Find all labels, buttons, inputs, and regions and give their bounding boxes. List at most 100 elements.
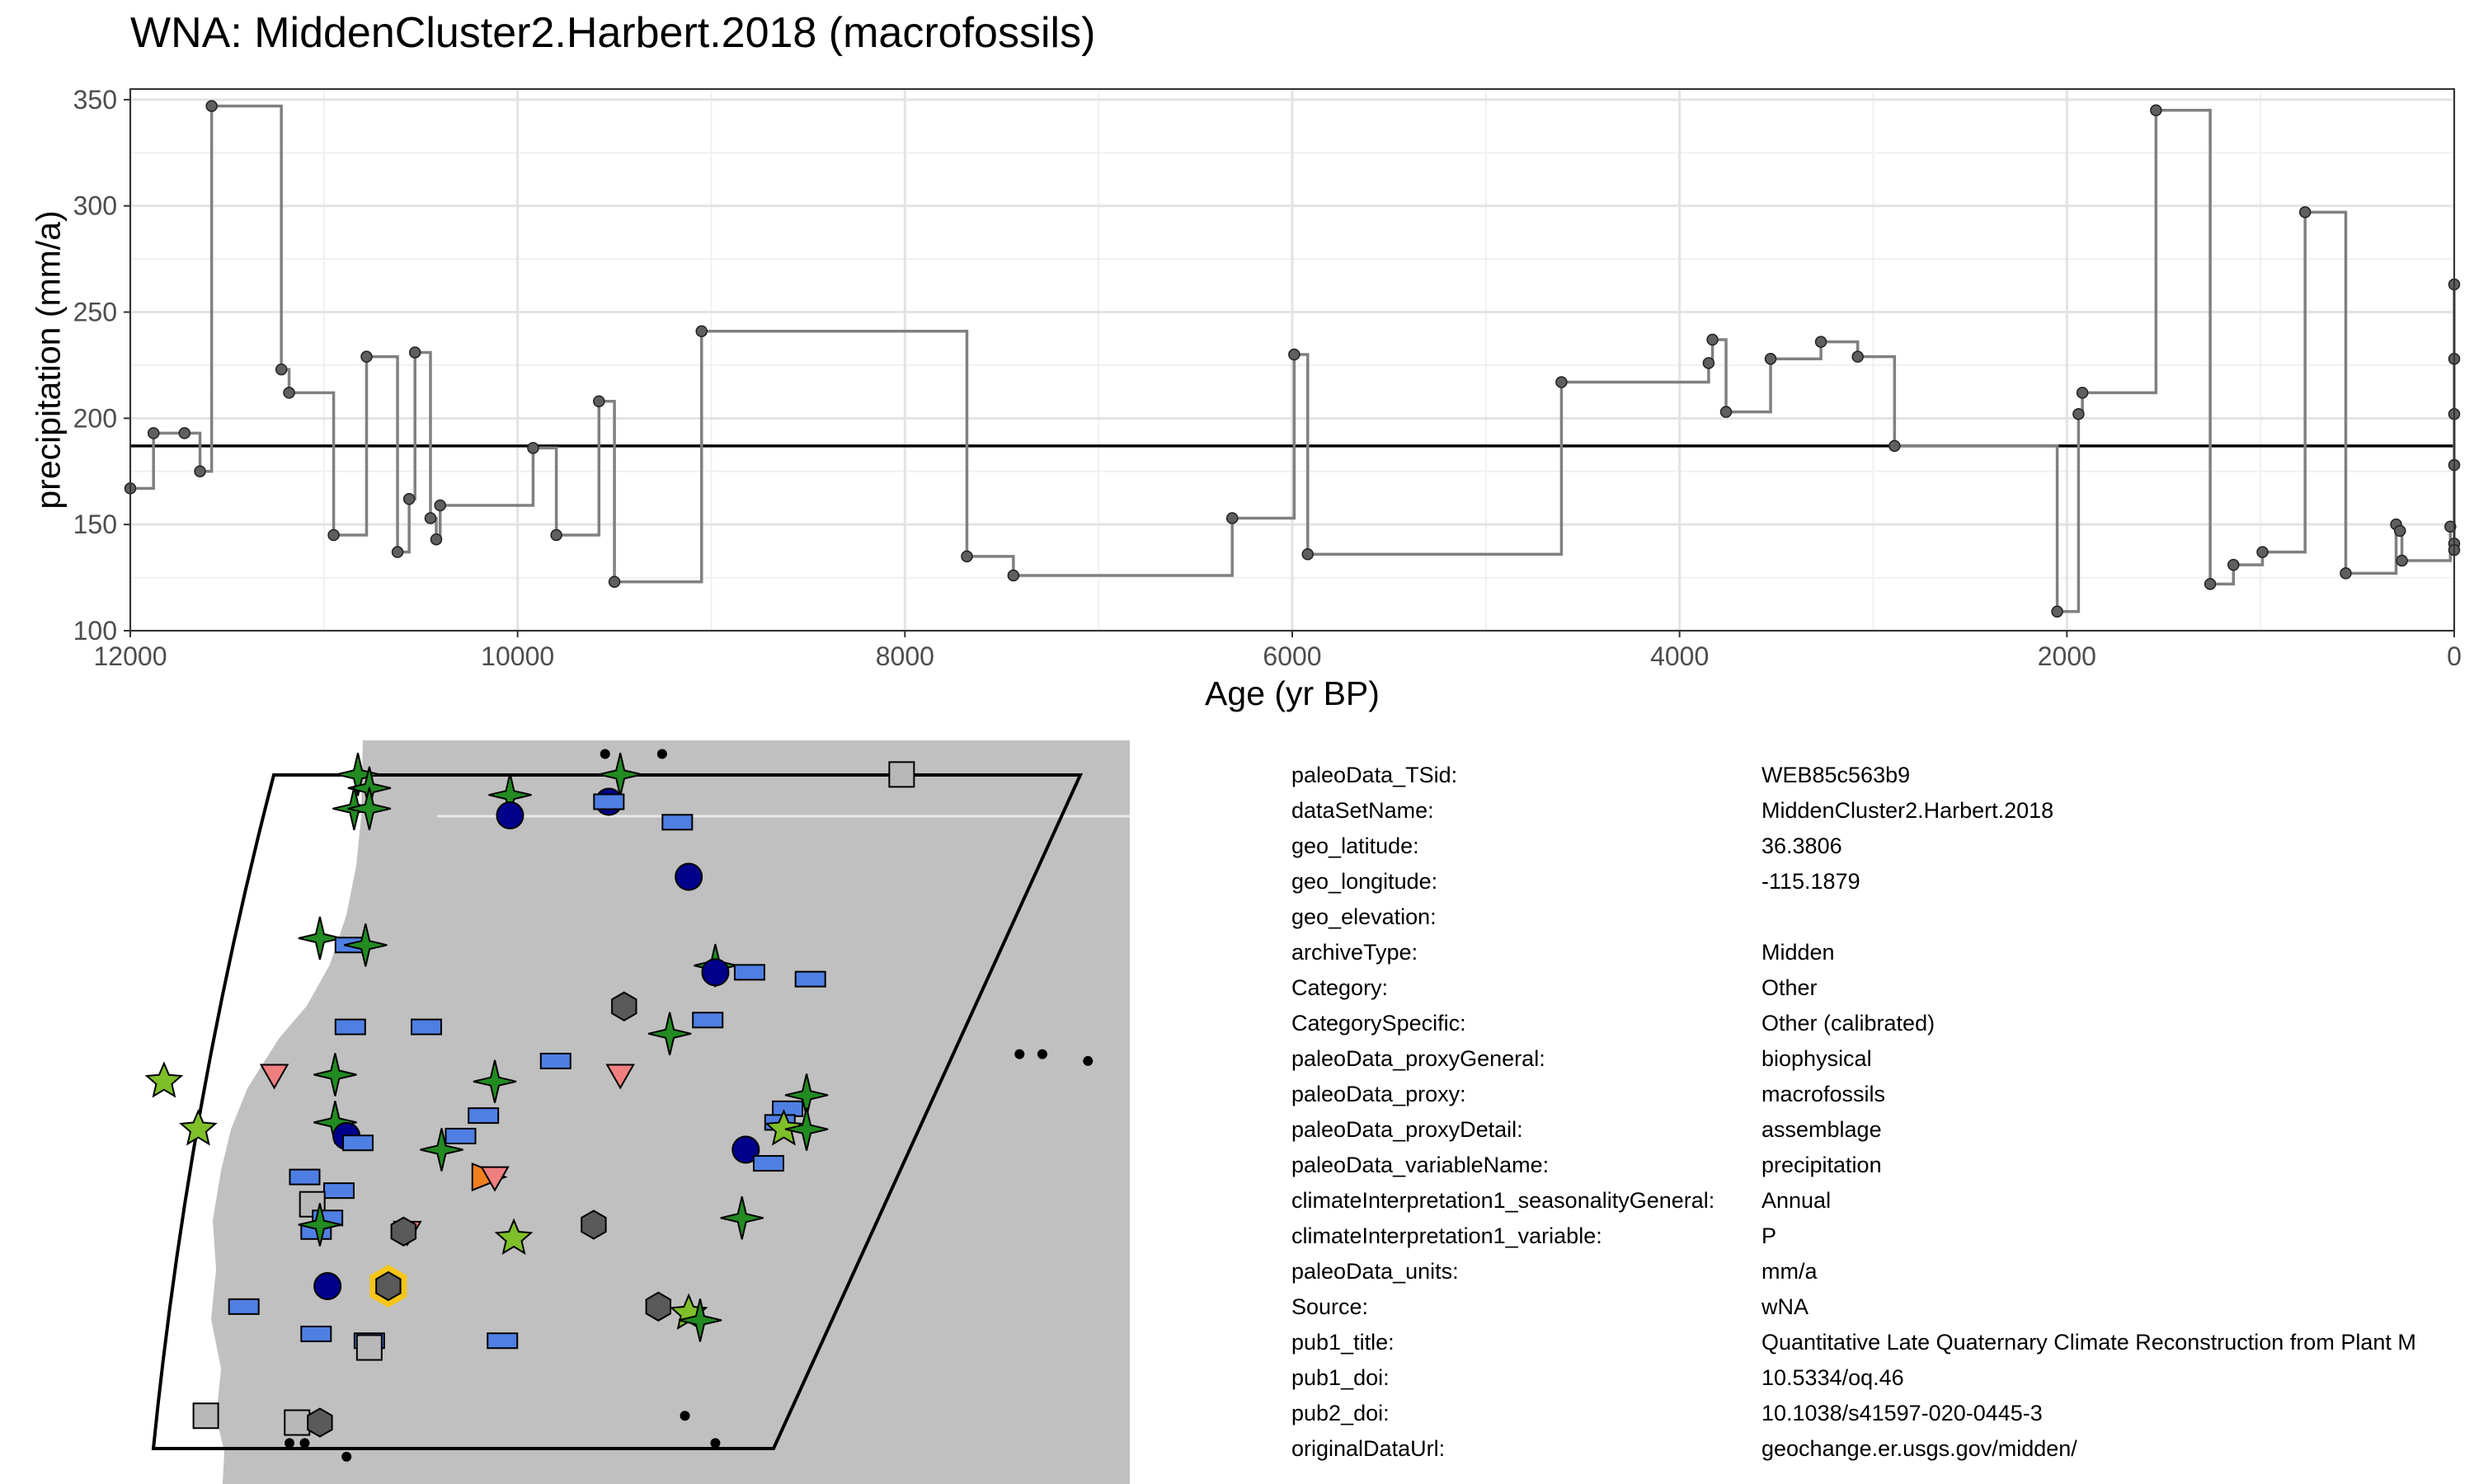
data-point: [430, 533, 443, 546]
metadata-key: CategorySpecific:: [1291, 1011, 1466, 1036]
metadata-value: wNA: [1761, 1294, 1809, 1319]
rect-marker: [661, 814, 694, 831]
y-axis-ticks: 100 150 200 250 300 350: [73, 85, 130, 646]
metadata-row: dataSetName: MiddenCluster2.Harbert.2018: [1291, 797, 2474, 833]
rect-marker: [342, 1134, 374, 1152]
metadata-key: geo_elevation:: [1291, 904, 1437, 929]
rect-marker: [289, 1168, 321, 1186]
y-tick-label: 100: [73, 616, 117, 646]
data-point: [408, 346, 421, 359]
metadata-key: climateInterpretation1_variable:: [1291, 1223, 1602, 1248]
metadata-row: pub2_doi: 10.1038/s41597-020-0445-3: [1291, 1400, 2474, 1435]
data-point: [961, 550, 973, 563]
x-tick-label: 6000: [1263, 641, 1321, 671]
star4-marker: [678, 1298, 722, 1342]
metadata-row: CategorySpecific: Other (calibrated): [1291, 1010, 2474, 1045]
y-axis-title: precipitation (mm/a): [29, 210, 67, 509]
star4-marker: [347, 787, 392, 831]
hex-marker: [581, 1209, 607, 1240]
metadata-key: paleoData_proxy:: [1291, 1082, 1466, 1106]
timeseries-chart: 12000 10000 8000 6000 4000 2000 0 100 150 200 250…: [29, 85, 2462, 712]
metadata-value: WEB85c563b9: [1761, 763, 1911, 787]
data-point: [1851, 350, 1864, 363]
rect-marker: [772, 1100, 804, 1117]
data-point: [2396, 554, 2408, 567]
region-outline: [151, 773, 1084, 1450]
data-point: [1225, 512, 1239, 524]
hex-marker: [307, 1407, 333, 1438]
site-dot: [285, 1438, 295, 1449]
data-point: [1764, 352, 1777, 365]
metadata-value: Other: [1761, 975, 1818, 1000]
metadata-panel: paleoData_TSid: WEB85c563b9 dataSetName: Mi…: [1291, 762, 2474, 1479]
rect-marker: [593, 793, 625, 810]
star4-marker: [298, 916, 342, 960]
metadata-value: P: [1761, 1223, 1777, 1248]
y-tick-label: 150: [73, 510, 117, 539]
series-line: [130, 104, 2456, 613]
metadata-value: precipitation: [1761, 1153, 1882, 1177]
data-point: [593, 395, 605, 407]
triangle-down-marker: [480, 1166, 510, 1192]
data-point: [2393, 524, 2406, 538]
rect-marker: [322, 1182, 355, 1200]
data-point: [527, 442, 539, 454]
metadata-key: climateInterpretation1_seasonalityGenera…: [1291, 1188, 1715, 1213]
metadata-key: archiveType:: [1291, 940, 1418, 965]
rect-marker: [794, 970, 826, 988]
hex-marker: [375, 1270, 402, 1302]
metadata-key: pub2_doi:: [1291, 1401, 1390, 1425]
site-markers: [144, 753, 915, 1438]
metadata-row: climateInterpretation1_seasonalityGenera…: [1291, 1187, 2474, 1223]
data-point: [205, 100, 218, 112]
data-point: [283, 387, 295, 399]
data-point: [2072, 407, 2085, 420]
metadata-key: paleoData_units:: [1291, 1259, 1459, 1284]
metadata-key: paleoData_proxyDetail:: [1291, 1117, 1523, 1142]
metadata-row: pub1_title: Quantitative Late Quaternary …: [1291, 1329, 2474, 1364]
metadata-value: Quantitative Late Quaternary Climate Rec…: [1761, 1330, 2416, 1355]
data-point: [1814, 336, 1827, 348]
data-point: [608, 575, 621, 588]
data-point: [2076, 387, 2089, 399]
x-axis-ticks: 12000 10000 8000 6000 4000 2000 0: [94, 631, 2462, 671]
hex-marker: [645, 1291, 671, 1322]
star4-marker: [784, 1107, 829, 1151]
data-point: [2444, 520, 2457, 533]
x-tick-label: 4000: [1650, 641, 1709, 671]
metadata-value: assemblage: [1761, 1117, 1882, 1142]
rect-marker: [228, 1298, 260, 1315]
star5-marker: [144, 1061, 184, 1098]
data-point: [178, 427, 191, 439]
data-point: [402, 493, 416, 505]
x-axis-title: Age (yr BP): [1205, 674, 1380, 712]
metadata-value: Other (calibrated): [1761, 1011, 1935, 1036]
x-tick-label: 12000: [94, 641, 167, 671]
metadata-row: paleoData_variableName: precipitation: [1291, 1152, 2474, 1187]
data-point: [2340, 567, 2352, 580]
metadata-key: pub1_doi:: [1291, 1365, 1390, 1390]
metadata-row: geo_longitude: -115.1879: [1291, 868, 2474, 904]
x-tick-label: 8000: [876, 641, 934, 671]
metadata-value: 36.3806: [1761, 834, 1842, 858]
site-dot: [1014, 1049, 1025, 1059]
metadata-row: paleoData_units: mm/a: [1291, 1258, 2474, 1294]
metadata-row: geo_elevation:: [1291, 904, 2474, 939]
triangle-down-marker: [605, 1064, 635, 1090]
rect-marker: [468, 1107, 500, 1125]
site-dot: [299, 1438, 310, 1449]
rect-marker: [487, 1332, 519, 1350]
metadata-key: dataSetName:: [1291, 798, 1434, 823]
data-point: [434, 499, 446, 512]
star4-marker: [473, 1059, 517, 1104]
metadata-key: paleoData_proxyGeneral:: [1291, 1046, 1545, 1071]
site-dot: [680, 1411, 690, 1421]
circle-marker: [313, 1272, 342, 1301]
metadata-row: Source: wNA: [1291, 1294, 2474, 1329]
circle-marker: [701, 958, 730, 987]
rect-marker: [411, 1018, 443, 1036]
series-points-group: [124, 100, 2461, 618]
site-dot: [656, 749, 667, 759]
triangle-down-marker: [259, 1064, 289, 1090]
